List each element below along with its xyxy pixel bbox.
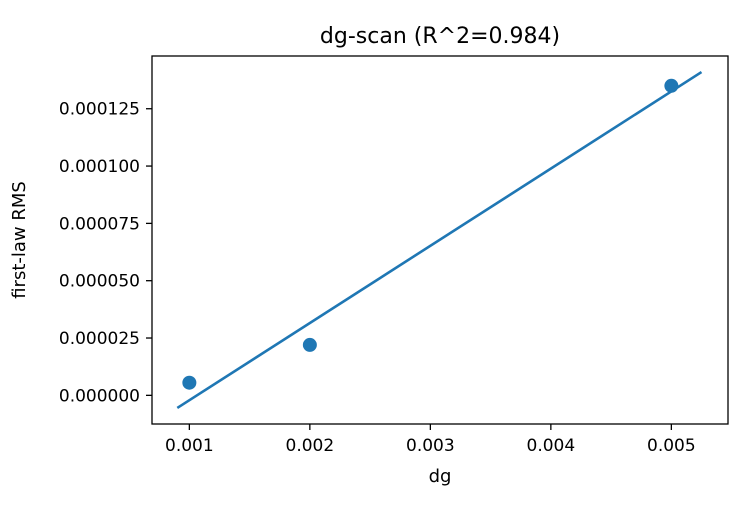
plot-frame bbox=[151, 55, 729, 425]
chart-title: dg-scan (R^2=0.984) bbox=[320, 24, 560, 49]
y-tick-label: 0.000125 bbox=[59, 100, 140, 120]
x-tick-label: 0.001 bbox=[165, 436, 214, 456]
data-point bbox=[182, 375, 197, 390]
y-axis-ticks: 0.000000 0.000025 0.000050 0.000075 0.000100… bbox=[59, 100, 152, 406]
data-point bbox=[664, 78, 679, 93]
data-point bbox=[302, 337, 317, 352]
y-tick-label: 0.000025 bbox=[59, 329, 140, 349]
data-points bbox=[182, 78, 679, 390]
y-tick-label: 0.000075 bbox=[59, 214, 140, 234]
y-tick-label: 0.000000 bbox=[59, 386, 140, 406]
x-tick-label: 0.003 bbox=[406, 436, 455, 456]
fit-line bbox=[176, 70, 703, 410]
y-tick-label: 0.000100 bbox=[59, 157, 140, 177]
x-tick-label: 0.005 bbox=[647, 436, 696, 456]
x-tick-label: 0.004 bbox=[527, 436, 576, 456]
y-axis-label: first-law RMS bbox=[9, 181, 30, 299]
x-axis-label: dg bbox=[429, 466, 452, 487]
x-axis-ticks: 0.001 0.002 0.003 0.004 0.005 bbox=[165, 424, 696, 456]
x-tick-label: 0.002 bbox=[286, 436, 335, 456]
y-tick-label: 0.000050 bbox=[59, 272, 140, 292]
